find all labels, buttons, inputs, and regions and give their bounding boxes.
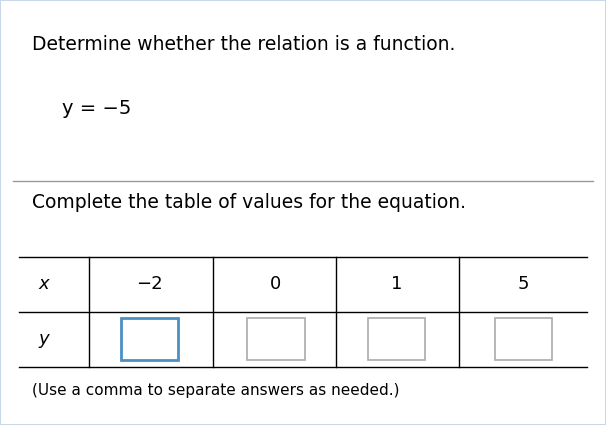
Text: y = −5: y = −5 bbox=[62, 99, 131, 117]
Text: x: x bbox=[38, 275, 49, 293]
FancyBboxPatch shape bbox=[121, 318, 178, 360]
FancyBboxPatch shape bbox=[368, 318, 425, 360]
Text: (Use a comma to separate answers as needed.): (Use a comma to separate answers as need… bbox=[32, 383, 399, 398]
Text: 1: 1 bbox=[391, 275, 402, 293]
Text: 5: 5 bbox=[518, 275, 529, 293]
FancyBboxPatch shape bbox=[494, 318, 552, 360]
Text: Complete the table of values for the equation.: Complete the table of values for the equ… bbox=[32, 193, 465, 212]
FancyBboxPatch shape bbox=[247, 318, 304, 360]
Text: y: y bbox=[38, 330, 49, 348]
Text: −2: −2 bbox=[136, 275, 162, 293]
Text: Determine whether the relation is a function.: Determine whether the relation is a func… bbox=[32, 35, 455, 54]
Text: 0: 0 bbox=[270, 275, 281, 293]
